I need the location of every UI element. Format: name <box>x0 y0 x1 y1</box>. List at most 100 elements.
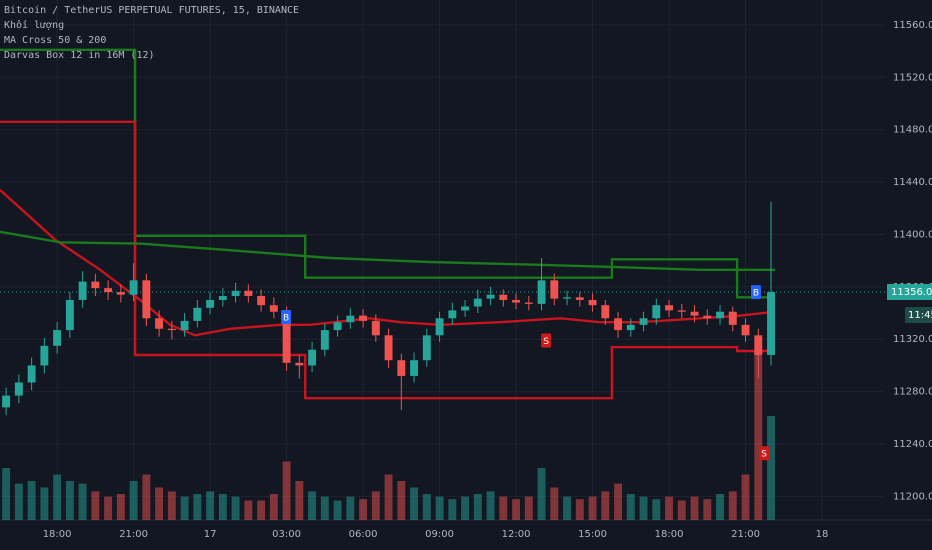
candle-body <box>14 382 23 396</box>
volume-bar <box>320 496 329 520</box>
x-tick-label: 03:00 <box>272 529 301 540</box>
y-tick-label: 11440.00 <box>893 177 932 188</box>
candle-body <box>537 280 546 304</box>
candle-body <box>65 299 74 331</box>
volume-bar <box>499 496 508 520</box>
candle-body <box>231 290 240 297</box>
candle-body <box>359 315 368 321</box>
candle-body <box>40 345 49 366</box>
x-tick-label: 17 <box>204 529 217 540</box>
candle-body <box>575 297 584 300</box>
x-tick-label: 12:00 <box>502 529 531 540</box>
candle-body <box>512 299 521 303</box>
candle-body <box>601 305 610 319</box>
candle-body <box>728 311 737 325</box>
volume-bar <box>473 494 482 520</box>
volume-bar <box>231 496 240 520</box>
volume-bar <box>563 496 572 520</box>
volume-bar <box>652 499 661 520</box>
signal-marker <box>281 309 292 324</box>
candle-body <box>499 294 508 300</box>
candle-body <box>2 395 11 408</box>
volume-bar <box>142 474 151 520</box>
candle-body <box>741 324 750 336</box>
last-price-label: 11356.05 <box>891 287 932 298</box>
candle-body <box>78 281 87 300</box>
candle-body <box>550 280 559 299</box>
candle-body <box>206 299 215 308</box>
volume-bar <box>677 500 686 520</box>
volume-bar <box>410 487 419 520</box>
candle-body <box>167 328 176 331</box>
volume-bar <box>550 487 559 520</box>
candle-body <box>129 280 138 295</box>
y-tick-label: 11560.00 <box>893 20 932 31</box>
candle-body <box>767 292 775 355</box>
candle-body <box>180 320 189 331</box>
volume-bar <box>703 499 712 520</box>
signal-marker <box>541 333 552 348</box>
volume-bar <box>524 496 533 520</box>
volume-bar <box>193 494 202 520</box>
candle-body <box>104 288 113 293</box>
candle-body <box>652 305 661 319</box>
volume-bar <box>282 461 291 520</box>
candle-body <box>244 290 253 297</box>
indicator-label: Darvas Box 12 in 16M (12) <box>4 50 155 61</box>
volume-bar <box>53 474 62 520</box>
candle-body <box>116 292 125 295</box>
x-tick-label: 18:00 <box>43 529 72 540</box>
candle-body <box>626 324 635 331</box>
volume-bar <box>614 483 622 520</box>
candle-body <box>397 360 406 376</box>
x-tick-label: 06:00 <box>349 529 378 540</box>
volume-bar <box>346 496 355 520</box>
candle-body <box>677 310 686 312</box>
volume-bar <box>716 494 724 520</box>
volume-bar <box>435 496 444 520</box>
y-tick-label: 11480.00 <box>893 125 932 136</box>
volume-bar <box>486 491 495 520</box>
overlay-line <box>0 120 776 400</box>
signal-label: S <box>543 337 549 347</box>
volume-bar <box>767 416 775 520</box>
volume-bar <box>575 499 584 520</box>
y-tick-label: 11200.00 <box>893 491 932 502</box>
candle-body <box>716 311 724 319</box>
signal-marker <box>750 285 761 300</box>
volume-bar <box>129 481 138 520</box>
chart-title: Bitcoin / TetherUS PERPETUAL FUTURES, 15… <box>4 5 300 16</box>
volume-bar <box>180 496 189 520</box>
legend: Bitcoin / TetherUS PERPETUAL FUTURES, 15… <box>4 3 299 63</box>
candle-body <box>295 362 304 366</box>
candle-body <box>639 318 648 325</box>
volume-bar <box>27 481 36 520</box>
volume-bar <box>2 468 11 520</box>
indicator-label: Khối lượng <box>4 20 65 31</box>
candle-body <box>563 297 572 299</box>
candle-body <box>193 307 202 321</box>
candle-body <box>665 305 673 311</box>
candle-body <box>435 318 444 336</box>
signal-label: B <box>283 313 289 323</box>
candle-body <box>690 311 699 316</box>
volume-bar <box>384 474 393 520</box>
candle-body <box>524 302 533 304</box>
y-tick-label: 11280.00 <box>893 387 932 398</box>
volume-bar <box>754 351 763 520</box>
candle-body <box>27 365 36 383</box>
volume-bar <box>40 487 49 520</box>
candle-body <box>155 318 164 329</box>
candle-body <box>142 280 151 319</box>
indicator-label: MA Cross 50 & 200 <box>4 35 107 46</box>
x-tick-label: 21:00 <box>119 529 148 540</box>
candle-body <box>269 305 278 312</box>
candle-body <box>218 296 227 300</box>
candle-body <box>257 296 266 306</box>
last-price-box <box>887 284 932 301</box>
candle-body <box>614 318 622 331</box>
volume-bar <box>308 491 317 520</box>
x-tick-label: 09:00 <box>425 529 454 540</box>
candle-body <box>53 330 62 346</box>
